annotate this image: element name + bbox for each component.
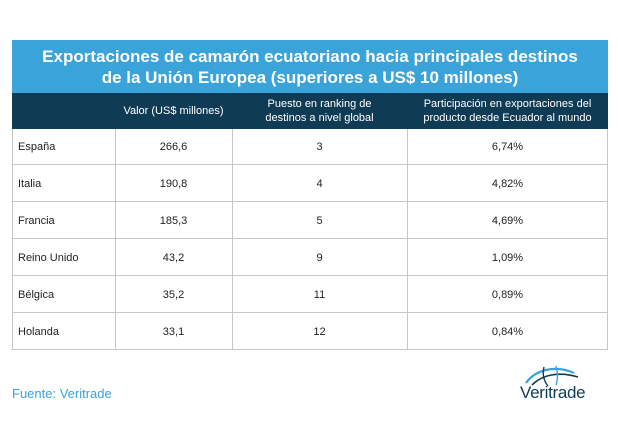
column-divider (115, 129, 116, 350)
table-title-line-1: Exportaciones de camarón ecuatoriano hac… (42, 46, 578, 66)
cell-ranking: 12 (313, 326, 326, 338)
table-row: Reino Unido 43,2 9 1,09% (12, 240, 608, 276)
header-ranking: Puesto en ranking de destinos a nivel gl… (265, 98, 374, 124)
cell-share: 0,89% (491, 289, 524, 301)
table-body: España 266,6 3 6,74% Italia 190,8 4 4,82… (12, 129, 608, 350)
cell-country: España (18, 141, 56, 153)
cell-ranking: 5 (316, 215, 323, 227)
table-row: Holanda 33,1 12 0,84% (12, 314, 608, 350)
cell-country: Holanda (18, 326, 59, 338)
cell-value: 266,6 (159, 141, 188, 153)
table-row: Bélgica 35,2 11 0,89% (12, 277, 608, 313)
table-row: Italia 190,8 4 4,82% (12, 166, 608, 202)
table-title: Exportaciones de camarón ecuatoriano hac… (12, 40, 608, 93)
cell-value: 35,2 (162, 289, 185, 301)
column-divider (232, 129, 233, 350)
column-divider (407, 129, 408, 350)
cell-country: Francia (18, 215, 55, 227)
cell-share: 4,69% (491, 215, 524, 227)
cell-country: Italia (18, 178, 42, 190)
cell-share: 0,84% (491, 326, 524, 338)
table-row: España 266,6 3 6,74% (12, 129, 608, 165)
table-header: Valor (US$ millones) Puesto en ranking d… (12, 93, 608, 129)
cell-share: 1,09% (491, 252, 524, 264)
header-country (12, 93, 115, 129)
cell-ranking: 3 (316, 141, 323, 153)
header-share: Participación en exportaciones del produ… (423, 98, 592, 124)
cell-value: 33,1 (162, 326, 185, 338)
cell-country: Bélgica (18, 289, 55, 301)
table-title-line-2: de la Unión Europea (superiores a US$ 10… (101, 67, 519, 87)
source-note: Fuente: Veritrade (12, 386, 112, 401)
table-row: Francia 185,3 5 4,69% (12, 203, 608, 239)
cell-country: Reino Unido (18, 252, 79, 264)
cell-share: 4,82% (491, 178, 524, 190)
cell-ranking: 11 (313, 289, 326, 301)
veritrade-logo: Veritrade (520, 365, 606, 411)
cell-value: 190,8 (159, 178, 188, 190)
cell-ranking: 9 (316, 252, 323, 264)
cell-share: 6,74% (491, 141, 524, 153)
cell-ranking: 4 (316, 178, 323, 190)
header-value: Valor (US$ millones) (123, 105, 224, 117)
cell-value: 185,3 (159, 215, 188, 227)
logo-text: Veritrade (520, 383, 586, 402)
cell-value: 43,2 (162, 252, 185, 264)
globe-swoosh-icon (525, 365, 579, 387)
